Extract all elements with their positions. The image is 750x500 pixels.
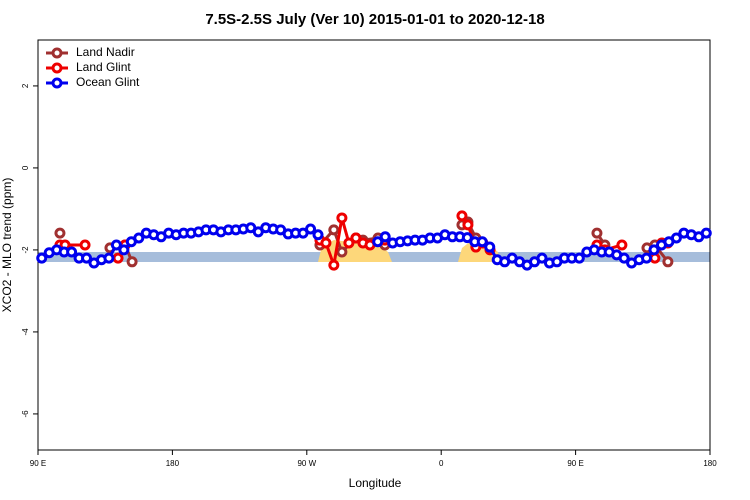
y-tick-label: 2 xyxy=(21,83,30,88)
legend-marker xyxy=(51,62,63,74)
point xyxy=(79,239,91,251)
x-tick-label: 90 W xyxy=(297,459,316,468)
legend-label: Land Nadir xyxy=(76,45,135,59)
point xyxy=(350,232,362,244)
point xyxy=(81,252,93,264)
point xyxy=(641,252,653,264)
legend-marker xyxy=(51,77,63,89)
legend-label: Land Glint xyxy=(76,60,131,74)
point xyxy=(66,246,78,258)
legend-label: Ocean Glint xyxy=(76,75,140,89)
point xyxy=(305,223,317,235)
x-tick-label: 180 xyxy=(703,459,717,468)
point xyxy=(328,259,340,271)
point xyxy=(126,256,138,268)
point xyxy=(328,224,340,236)
point xyxy=(112,252,124,264)
point xyxy=(476,236,488,248)
point xyxy=(336,212,348,224)
point xyxy=(118,244,130,256)
x-tick-label: 90 E xyxy=(30,459,46,468)
plot-frame xyxy=(37,39,711,451)
point xyxy=(700,227,712,239)
y-tick-label: -6 xyxy=(21,410,30,418)
x-axis-label: Longitude xyxy=(349,476,402,490)
x-tick-label: 180 xyxy=(166,459,180,468)
x-tick-label: 0 xyxy=(439,459,444,468)
point xyxy=(343,237,355,249)
point xyxy=(110,239,122,251)
point xyxy=(616,239,628,251)
y-tick-label: -4 xyxy=(21,328,30,336)
point xyxy=(484,241,496,253)
point xyxy=(662,256,674,268)
y-axis-label: XCO2 - MLO trend (ppm) xyxy=(0,178,14,313)
chart-title: 7.5S-2.5S July (Ver 10) 2015-01-01 to 20… xyxy=(205,11,544,28)
point xyxy=(456,210,468,222)
point xyxy=(618,252,630,264)
point xyxy=(462,219,474,231)
point xyxy=(312,229,324,241)
point xyxy=(536,252,548,264)
y-tick-label: 0 xyxy=(21,165,30,170)
x-tick-label: 90 E xyxy=(567,459,583,468)
legend-marker xyxy=(51,47,63,59)
point xyxy=(573,252,585,264)
point xyxy=(103,252,115,264)
point xyxy=(133,232,145,244)
point xyxy=(336,246,348,258)
point xyxy=(648,244,660,256)
point xyxy=(372,236,384,248)
point xyxy=(36,252,48,264)
point xyxy=(54,227,66,239)
point xyxy=(591,227,603,239)
point xyxy=(379,231,391,243)
point xyxy=(670,232,682,244)
y-tick-label: -2 xyxy=(21,246,30,254)
point xyxy=(320,237,332,249)
